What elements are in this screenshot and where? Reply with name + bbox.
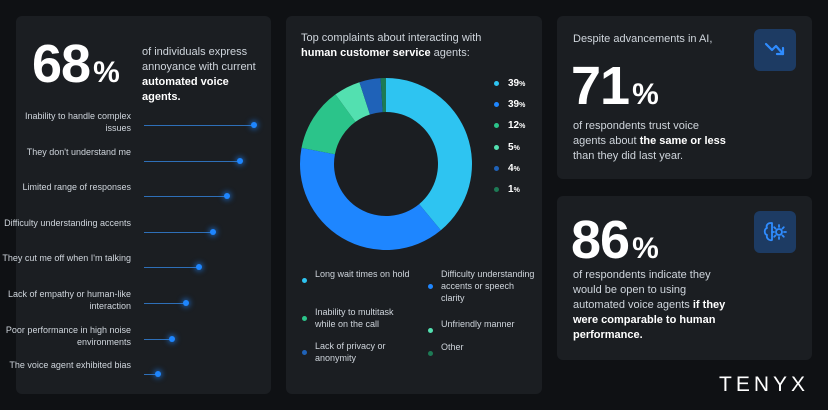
- stat-68: 68%: [32, 34, 120, 94]
- legend-dot: [494, 123, 499, 129]
- legend-value-number: 39: [508, 99, 520, 111]
- annoyance-row-label: Lack of empathy or human-like interactio…: [7, 289, 131, 311]
- legend-value-number: 39: [508, 78, 520, 89]
- openness-card: 86% of respondents indicate they would b…: [557, 196, 812, 360]
- trust-card: Despite advancements in AI, 71% of respo…: [557, 16, 812, 179]
- annoyance-row-label: Difficulty understanding accents: [4, 217, 131, 228]
- donut-slice: [300, 147, 441, 251]
- legend-value: 1%: [508, 184, 520, 195]
- legend-value-number: 12: [508, 120, 520, 132]
- legend-dot: [494, 165, 499, 171]
- legend-value-number: 5: [508, 141, 514, 153]
- annoyance-bar-dot: [223, 193, 230, 200]
- category-label: Inability to multitask while on the call: [315, 307, 394, 329]
- annoyance-bar: [144, 338, 172, 340]
- category-dot: [428, 328, 433, 333]
- annoyance-bar: [144, 196, 227, 198]
- annoyance-row-label: The voice agent exhibited bias: [9, 360, 131, 371]
- category-label: Long wait times on hold: [315, 269, 410, 279]
- annoyance-bar: [144, 125, 254, 126]
- legend-value: 5%: [508, 142, 520, 153]
- annoyance-row-label: They don't understand me: [26, 146, 131, 157]
- legend-value: 39%: [508, 78, 525, 89]
- donut-slice: [301, 94, 356, 155]
- legend-value: 4%: [508, 163, 520, 174]
- donut-slice: [359, 78, 383, 115]
- annoyance-bar: [144, 160, 240, 162]
- annoyance-bar-dot: [251, 122, 257, 128]
- stat-71-description: of respondents trust voice agents about …: [573, 120, 726, 162]
- annoyance-bar: [144, 267, 199, 269]
- category-dot: [428, 284, 433, 289]
- category-dot: [302, 316, 307, 321]
- legend-dot: [494, 81, 499, 86]
- legend-value-unit: %: [513, 144, 520, 152]
- annoyance-row-label: They cut me off when I'm talking: [2, 253, 131, 264]
- legend-value-unit: %: [513, 187, 520, 194]
- category-label: Difficulty understanding accents or spee…: [441, 269, 535, 303]
- annoyance-bar-dot: [168, 335, 175, 342]
- legend-dot: [494, 144, 499, 150]
- legend-value-number: 4: [508, 162, 514, 174]
- annoyance-row-label: Limited range of responses: [22, 182, 131, 193]
- donut-slice: [335, 82, 370, 122]
- legend-value-number: 1: [508, 184, 514, 195]
- donut-slice: [386, 78, 472, 231]
- annoyance-bar-dot: [196, 264, 202, 271]
- complaints-card: Top complaints about interacting with hum…: [286, 16, 542, 394]
- stat-86-description: of respondents indicate they would be op…: [573, 269, 726, 341]
- stat-71: 71%: [571, 56, 659, 116]
- category-dot: [302, 278, 307, 283]
- chart-title: Top complaints about interacting with hum…: [301, 32, 482, 59]
- annoyance-row-label: Inability to handle complex issues: [24, 111, 131, 133]
- stat-86: 86%: [571, 210, 659, 270]
- category-label: Other: [441, 342, 464, 352]
- legend-value-unit: %: [513, 165, 520, 173]
- brand-logo: TENYX: [719, 373, 810, 396]
- stat-68-description: of individuals express annoyance with cu…: [142, 46, 256, 103]
- category-dot: [428, 351, 433, 356]
- brain-gear-icon: [754, 211, 796, 253]
- category-label: Unfriendly manner: [441, 319, 515, 329]
- legend-dot: [494, 102, 499, 108]
- legend-value-unit: %: [519, 81, 526, 88]
- annoyance-card: 68% of individuals express annoyance wit…: [2, 16, 271, 394]
- legend-value: 39%: [508, 99, 525, 110]
- annoyance-bar: [144, 303, 186, 304]
- legend-value-unit: %: [519, 123, 526, 131]
- annoyance-bar: [144, 231, 214, 233]
- legend-value-unit: %: [519, 102, 526, 110]
- donut-chart: [300, 78, 472, 251]
- category-dot: [302, 350, 307, 355]
- trust-intro: Despite advancements in AI,: [573, 33, 713, 45]
- legend-dot: [494, 187, 499, 192]
- annoyance-row-label: Poor performance in high noise environme…: [5, 324, 131, 347]
- annoyance-bar-dot: [236, 157, 243, 164]
- annoyance-bar: [144, 374, 159, 376]
- annoyance-bar-dot: [155, 371, 162, 378]
- legend-value: 12%: [508, 120, 525, 131]
- donut-slice: [380, 78, 386, 113]
- trend-down-icon: [754, 29, 796, 71]
- category-label: Lack of privacy or anonymity: [315, 341, 386, 363]
- annoyance-bar-dot: [182, 300, 189, 306]
- annoyance-bar-dot: [210, 228, 217, 235]
